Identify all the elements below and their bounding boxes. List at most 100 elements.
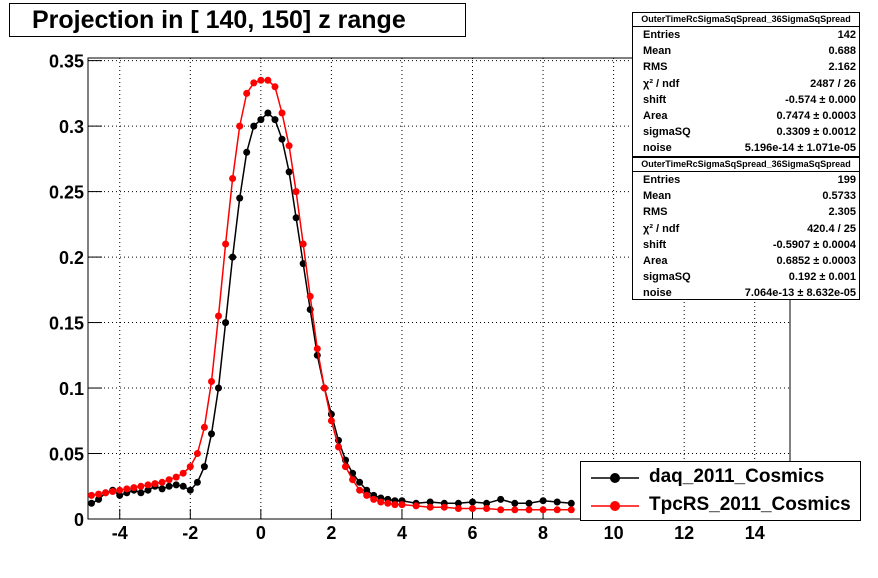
data-point	[172, 473, 180, 481]
data-point	[525, 506, 533, 514]
data-point	[215, 384, 222, 392]
x-tick-label: 10	[604, 523, 624, 543]
data-point	[370, 495, 378, 503]
series	[88, 76, 575, 514]
stats-value: 0.3309 ± 0.0012	[776, 126, 856, 139]
data-point	[342, 463, 349, 471]
data-point	[469, 498, 476, 506]
data-point	[109, 488, 117, 495]
data-point	[123, 485, 131, 493]
data-point	[236, 194, 244, 202]
data-point	[130, 484, 138, 492]
data-point	[511, 499, 519, 507]
stats-row: Area 0.7474 ± 0.0003	[633, 108, 859, 124]
data-point	[497, 495, 505, 503]
data-point	[95, 495, 103, 503]
stats-key: noise	[643, 287, 672, 300]
data-point	[193, 478, 201, 486]
data-point	[292, 214, 300, 222]
data-point	[264, 109, 272, 117]
data-point	[469, 505, 476, 512]
data-point	[285, 168, 293, 176]
data-point	[215, 312, 222, 320]
data-point	[553, 506, 561, 514]
data-point	[222, 319, 230, 327]
y-tick-label: 0.25	[49, 183, 84, 203]
x-tick-label: 12	[674, 523, 694, 543]
data-point	[525, 499, 533, 507]
data-point	[165, 482, 173, 490]
stats-row: RMS 2.162	[633, 59, 859, 75]
stats-row: noise 5.196e-14 ± 1.071e-05	[633, 140, 859, 156]
data-point	[335, 443, 342, 451]
stats-box-tpcrs: OuterTimeRcSigmaSqSpread_36SigmaSqSpread…	[632, 157, 860, 300]
data-point	[116, 491, 124, 499]
stats-key: Area	[643, 109, 668, 122]
stats-key: Mean	[643, 190, 672, 203]
x-tick-label: 2	[326, 523, 336, 543]
data-point	[243, 89, 251, 97]
stats-value: 2487 / 26	[810, 77, 856, 90]
series-1	[88, 76, 575, 514]
y-tick-label: 0.2	[59, 248, 84, 268]
x-tick-label: 0	[256, 523, 266, 543]
data-point	[200, 463, 208, 471]
data-point	[454, 499, 462, 507]
data-point	[278, 135, 286, 143]
data-point	[567, 499, 575, 507]
data-point	[539, 497, 547, 505]
data-point	[257, 116, 265, 124]
stats-value: 5.196e-14 ± 1.071e-05	[744, 142, 856, 155]
stats-key: Entries	[643, 174, 681, 186]
stats-value: 0.688	[828, 45, 856, 58]
data-point	[539, 506, 547, 514]
data-point	[165, 476, 173, 484]
data-point	[363, 491, 371, 499]
y-tick-label: 0.3	[59, 117, 84, 137]
stats-row: Area 0.6852 ± 0.0003	[633, 253, 859, 269]
data-point	[144, 481, 152, 489]
stats-key: shift	[643, 93, 667, 106]
data-point	[88, 499, 95, 507]
data-point	[208, 430, 215, 438]
stats-row: sigmaSQ 0.3309 ± 0.0012	[633, 124, 859, 140]
stats-value: 0.192 ± 0.001	[788, 271, 856, 284]
stats-key: Entries	[643, 29, 681, 41]
y-tick-label: 0.15	[49, 314, 84, 334]
stats-row: χ² / ndf 420.4 / 25	[633, 221, 859, 237]
data-point	[137, 489, 145, 497]
x-tick-label: 8	[538, 523, 548, 543]
data-point	[327, 417, 335, 425]
data-point	[179, 482, 187, 490]
data-point	[229, 253, 237, 261]
data-point	[285, 142, 293, 150]
stats-row: RMS 2.305	[633, 204, 859, 220]
data-point	[95, 490, 103, 498]
stats-value: -0.5907 ± 0.0004	[772, 238, 856, 251]
data-point	[137, 482, 145, 490]
data-point	[186, 463, 194, 471]
stats-box-daq: OuterTimeRcSigmaSqSpread_36SigmaSqSpread…	[632, 12, 860, 157]
stats-value: 0.5733	[822, 190, 856, 203]
stats-key: shift	[643, 238, 667, 251]
stats-key: χ² / ndf	[643, 77, 680, 90]
data-point	[398, 501, 406, 509]
data-point	[426, 498, 434, 506]
data-point	[271, 116, 279, 124]
stats-key: χ² / ndf	[643, 222, 680, 235]
stats-row: Entries 199	[633, 172, 859, 188]
data-point	[222, 240, 230, 248]
data-point	[483, 505, 491, 512]
stats-row: Mean 0.688	[633, 43, 859, 59]
data-point	[116, 486, 124, 494]
data-point	[299, 240, 307, 248]
data-point	[349, 476, 357, 484]
data-point	[313, 345, 321, 353]
data-point	[179, 469, 187, 477]
data-point	[363, 486, 371, 494]
data-point	[250, 122, 258, 130]
data-point	[243, 148, 251, 156]
legend-label: daq_2011_Cosmics	[649, 466, 825, 487]
stats-box-title: OuterTimeRcSigmaSqSpread_36SigmaSqSpread	[633, 13, 859, 27]
axes: -4 -2 0 2 4 6 8 10 12 14 0 0.05 0.1 0.15 0.2 0.25 0.3 0.3…	[49, 52, 765, 543]
